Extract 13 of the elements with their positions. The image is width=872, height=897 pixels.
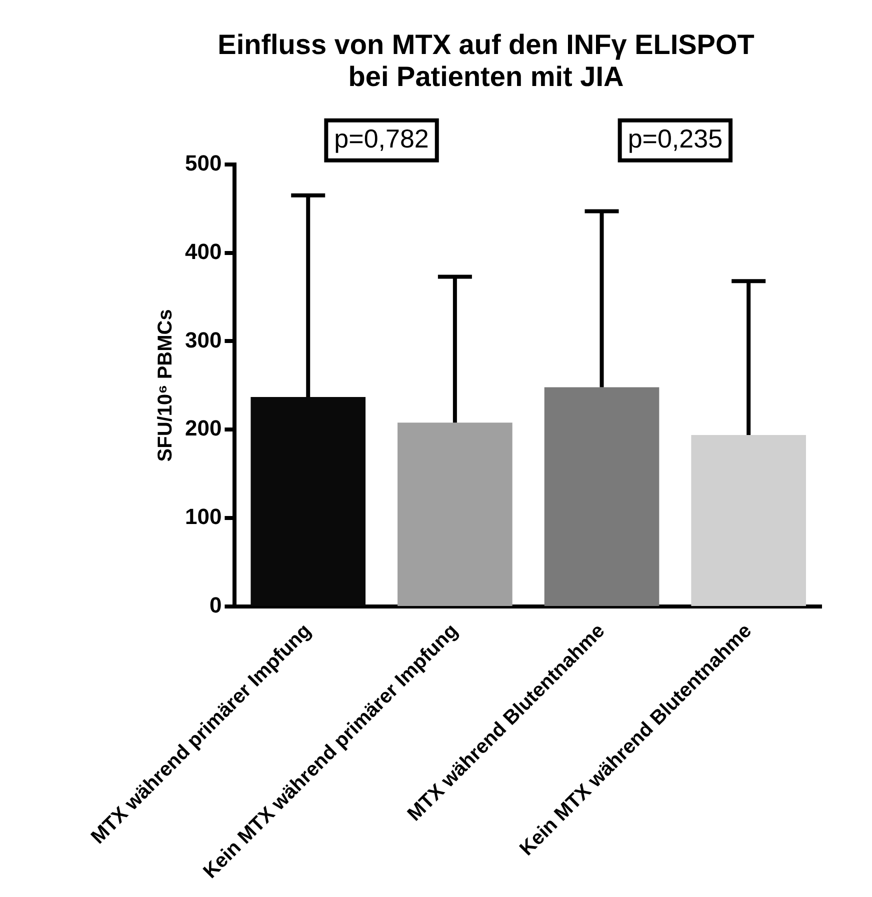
y-tick-label: 100 [184, 504, 222, 530]
y-tick-label: 0 [209, 592, 222, 618]
y-tick-label: 300 [184, 327, 222, 352]
chart-title: Einfluss von MTX auf den INFγ ELISPOT bei Patienten mit JIA [218, 28, 754, 92]
bar [544, 387, 660, 606]
y-axis-title: SFU/10⁶ PBMCs [154, 309, 177, 462]
y-tick-label: 200 [184, 416, 222, 441]
bar [691, 434, 806, 606]
text: p=0,782 [334, 124, 429, 154]
y-tick-label: 400 [184, 238, 222, 264]
text: p=0,235 [628, 124, 723, 154]
bar [398, 422, 512, 606]
y-tick-label: 500 [184, 150, 222, 176]
